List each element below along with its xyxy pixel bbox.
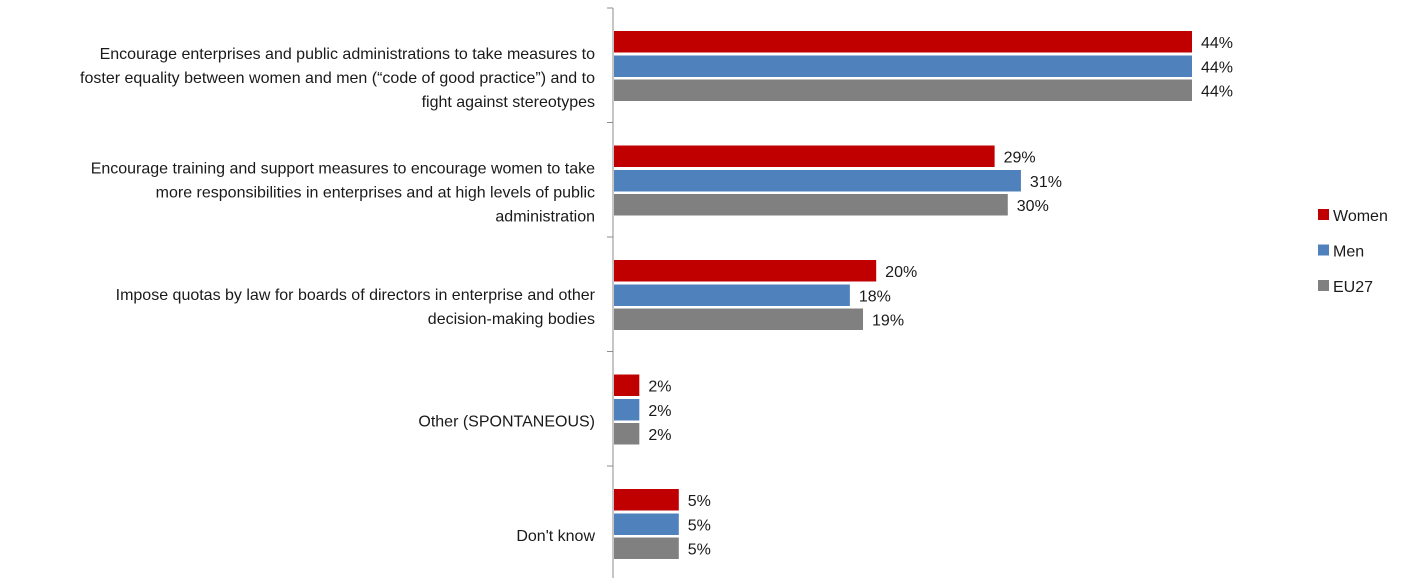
data-label: 44%: [1201, 83, 1233, 100]
bar-eu27: [614, 308, 864, 330]
data-label: 30%: [1017, 198, 1049, 215]
bar-eu27: [614, 79, 1192, 101]
bar-women: [614, 31, 1192, 53]
data-label: 20%: [885, 264, 917, 281]
category-label: administration: [495, 209, 595, 226]
legend: Women Men EU27: [1318, 208, 1388, 296]
bar-women: [614, 374, 640, 396]
data-label: 18%: [859, 288, 891, 305]
legend-label-women: Women: [1333, 208, 1388, 225]
data-label: 2%: [648, 403, 671, 420]
legend-label-men: Men: [1333, 244, 1364, 261]
data-label: 31%: [1030, 174, 1062, 191]
bars: [614, 31, 1192, 559]
data-labels: 44% 44% 44% 29% 31% 30% 20% 18% 19% 2% 2% 2% 5% 5% 5%: [648, 35, 1233, 559]
bar-men: [614, 170, 1021, 192]
category-label: Encourage training and support measures …: [91, 161, 595, 178]
bar-women: [614, 145, 995, 167]
data-label: 44%: [1201, 59, 1233, 76]
bar-men: [614, 284, 850, 306]
data-label: 5%: [688, 493, 711, 510]
bar-eu27: [614, 423, 640, 445]
data-label: 2%: [648, 427, 671, 444]
bar-men: [614, 513, 679, 535]
data-label: 5%: [688, 541, 711, 558]
category-label: more responsibilities in enterprises and…: [156, 185, 595, 202]
category-label: decision-making bodies: [428, 311, 595, 328]
bar-men: [614, 55, 1192, 77]
data-label: 5%: [688, 517, 711, 534]
category-label: Impose quotas by law for boards of direc…: [116, 287, 596, 304]
legend-label-eu27: EU27: [1333, 279, 1373, 296]
category-label: fight against stereotypes: [422, 94, 595, 111]
category-labels: Encourage enterprises and public adminis…: [80, 46, 596, 545]
legend-swatch-eu27: [1318, 280, 1329, 291]
data-label: 44%: [1201, 35, 1233, 52]
category-label: Encourage enterprises and public adminis…: [100, 46, 595, 63]
bar-eu27: [614, 194, 1008, 216]
category-label: Don't know: [516, 528, 595, 545]
data-label: 29%: [1004, 149, 1036, 166]
bar-women: [614, 260, 877, 282]
bar-eu27: [614, 537, 679, 559]
category-label: foster equality between women and men (“…: [80, 70, 595, 87]
bar-men: [614, 399, 640, 421]
bar-women: [614, 489, 679, 511]
legend-swatch-men: [1318, 244, 1329, 256]
category-label: Other (SPONTANEOUS): [418, 414, 595, 431]
legend-swatch-women: [1318, 209, 1329, 220]
data-label: 19%: [872, 312, 904, 329]
category-axis-ticks: [607, 7, 613, 467]
data-label: 2%: [648, 378, 671, 395]
